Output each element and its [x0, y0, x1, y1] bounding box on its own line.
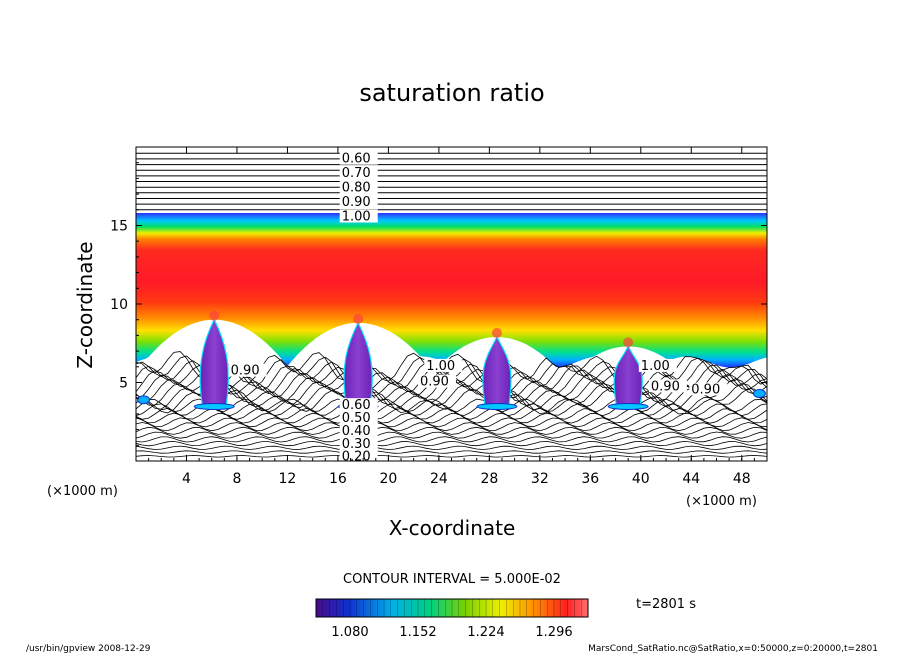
x-tick-label: 4 [182, 471, 191, 487]
mid-contour-label-bg [689, 382, 728, 396]
lower-contour-label-bg [339, 398, 378, 412]
mid-contour-label-bg [638, 358, 677, 372]
upper-contour-label: 0.60 [342, 152, 371, 167]
upper-contour-lines [136, 152, 767, 211]
upper-contour-label-bg [339, 180, 378, 194]
colorbar-label: 1.296 [535, 625, 572, 640]
mid-contour-label-bg [228, 363, 267, 377]
footer-right: MarsCond_SatRatio.nc@SatRatio,x=0:50000,… [588, 644, 878, 654]
lower-contour-line [136, 422, 767, 432]
colorbar-labels: 1.080 1.152 1.224 1.296 [331, 625, 572, 640]
mid-contour-label: 1.00 [641, 359, 670, 374]
x-tick-label: 20 [379, 471, 397, 487]
cloud-columns [137, 310, 766, 410]
contour-labels: 0.600.700.800.901.000.600.500.400.300.20… [228, 151, 728, 465]
lower-contour-label: 0.50 [342, 411, 371, 426]
cloud-top-spot [353, 313, 364, 324]
upper-contour-label: 0.90 [342, 195, 371, 210]
colorbar-label: 1.224 [467, 625, 504, 640]
cloud-base [607, 402, 649, 410]
cloud-top-spot [491, 327, 502, 338]
edge-cloud [137, 395, 151, 405]
lower-contour-label: 0.20 [342, 450, 371, 465]
plot-area: 0.600.700.800.901.000.600.500.400.300.20… [136, 147, 767, 465]
lower-contour-lines [136, 351, 767, 458]
lower-contour-line [136, 387, 767, 415]
x-tick-label: 36 [581, 471, 599, 487]
lower-contour-line [136, 426, 767, 435]
lower-contour-line [136, 407, 767, 420]
mid-contour-label: 0.90 [231, 364, 260, 379]
upper-contour-label: 0.70 [342, 166, 371, 181]
lower-contour-label-bg [339, 411, 378, 425]
mid-contour-label-bg [417, 374, 456, 388]
cloud-top-spot [209, 310, 220, 321]
upper-contour-label: 1.00 [342, 209, 371, 224]
x-axis-label: X-coordinate [389, 516, 516, 540]
lower-contour-line [136, 417, 767, 428]
lower-contour-line [136, 455, 767, 458]
x-tick-label: 8 [232, 471, 241, 487]
y-axis-label: Z-coordinate [73, 241, 97, 368]
colorbar-label: 1.080 [331, 625, 368, 640]
colorbar-ticks [322, 599, 582, 617]
x-tick-label: 48 [733, 471, 751, 487]
contour-interval: CONTOUR INTERVAL = 5.000E-02 [343, 572, 561, 587]
lower-contour-label: 0.60 [342, 398, 371, 413]
upper-contour-label-bg [339, 166, 378, 180]
footer-left: /usr/bin/gpview 2008-12-29 [26, 644, 151, 654]
mid-contour-label: 0.90 [691, 382, 720, 397]
upper-contour-label-bg [339, 195, 378, 209]
cloud-top-spot [623, 337, 634, 348]
lower-contour-line [136, 412, 767, 424]
x-tick-label: 16 [329, 471, 347, 487]
lower-contour-label-bg [339, 423, 378, 437]
x-unit-right: (×1000 m) [686, 494, 757, 509]
y-tick-label: 10 [110, 297, 128, 313]
saturation-color-field [136, 212, 767, 368]
upper-contour-label: 0.80 [342, 181, 371, 196]
x-tick-label: 32 [531, 471, 549, 487]
mid-contour-label-bg [424, 358, 463, 372]
y-tick-label: 5 [119, 376, 128, 392]
lower-contour-line [136, 436, 767, 443]
upper-contour-label-bg [339, 151, 378, 165]
lower-contour-line [136, 450, 767, 454]
x-unit-left: (×1000 m) [47, 484, 118, 499]
x-tick-label: 44 [682, 471, 700, 487]
upper-contour-label-bg [339, 209, 378, 223]
mid-contour-label: 0.90 [651, 379, 680, 394]
lower-contour-line [136, 351, 767, 385]
mid-contour-label: 0.90 [420, 375, 449, 390]
lower-contour-label-bg [339, 449, 378, 461]
lower-contour-line [136, 403, 767, 417]
colorbar-label: 1.152 [399, 625, 436, 640]
x-tick-label: 12 [279, 471, 297, 487]
lower-contour-label-bg [339, 436, 378, 450]
mid-contour-label-bg [648, 379, 687, 393]
lower-contour-line [136, 431, 767, 439]
lower-contour-line [136, 445, 767, 450]
cloud-base [193, 402, 235, 410]
lower-contour-label: 0.30 [342, 437, 371, 452]
x-tick-label: 24 [430, 471, 448, 487]
lower-contour-label: 0.40 [342, 424, 371, 439]
chart-title: saturation ratio [359, 79, 544, 107]
edge-cloud [752, 388, 766, 398]
y-tick-label: 15 [110, 219, 128, 235]
mid-contour-label: 1.00 [426, 359, 455, 374]
x-tick-label: 28 [480, 471, 498, 487]
colorbar-frame [315, 598, 589, 618]
lower-contour-line [136, 398, 767, 413]
time-label: t=2801 s [636, 597, 696, 612]
x-tick-label: 40 [632, 471, 650, 487]
lower-contour-line [136, 440, 767, 447]
cloud-base [476, 402, 518, 410]
